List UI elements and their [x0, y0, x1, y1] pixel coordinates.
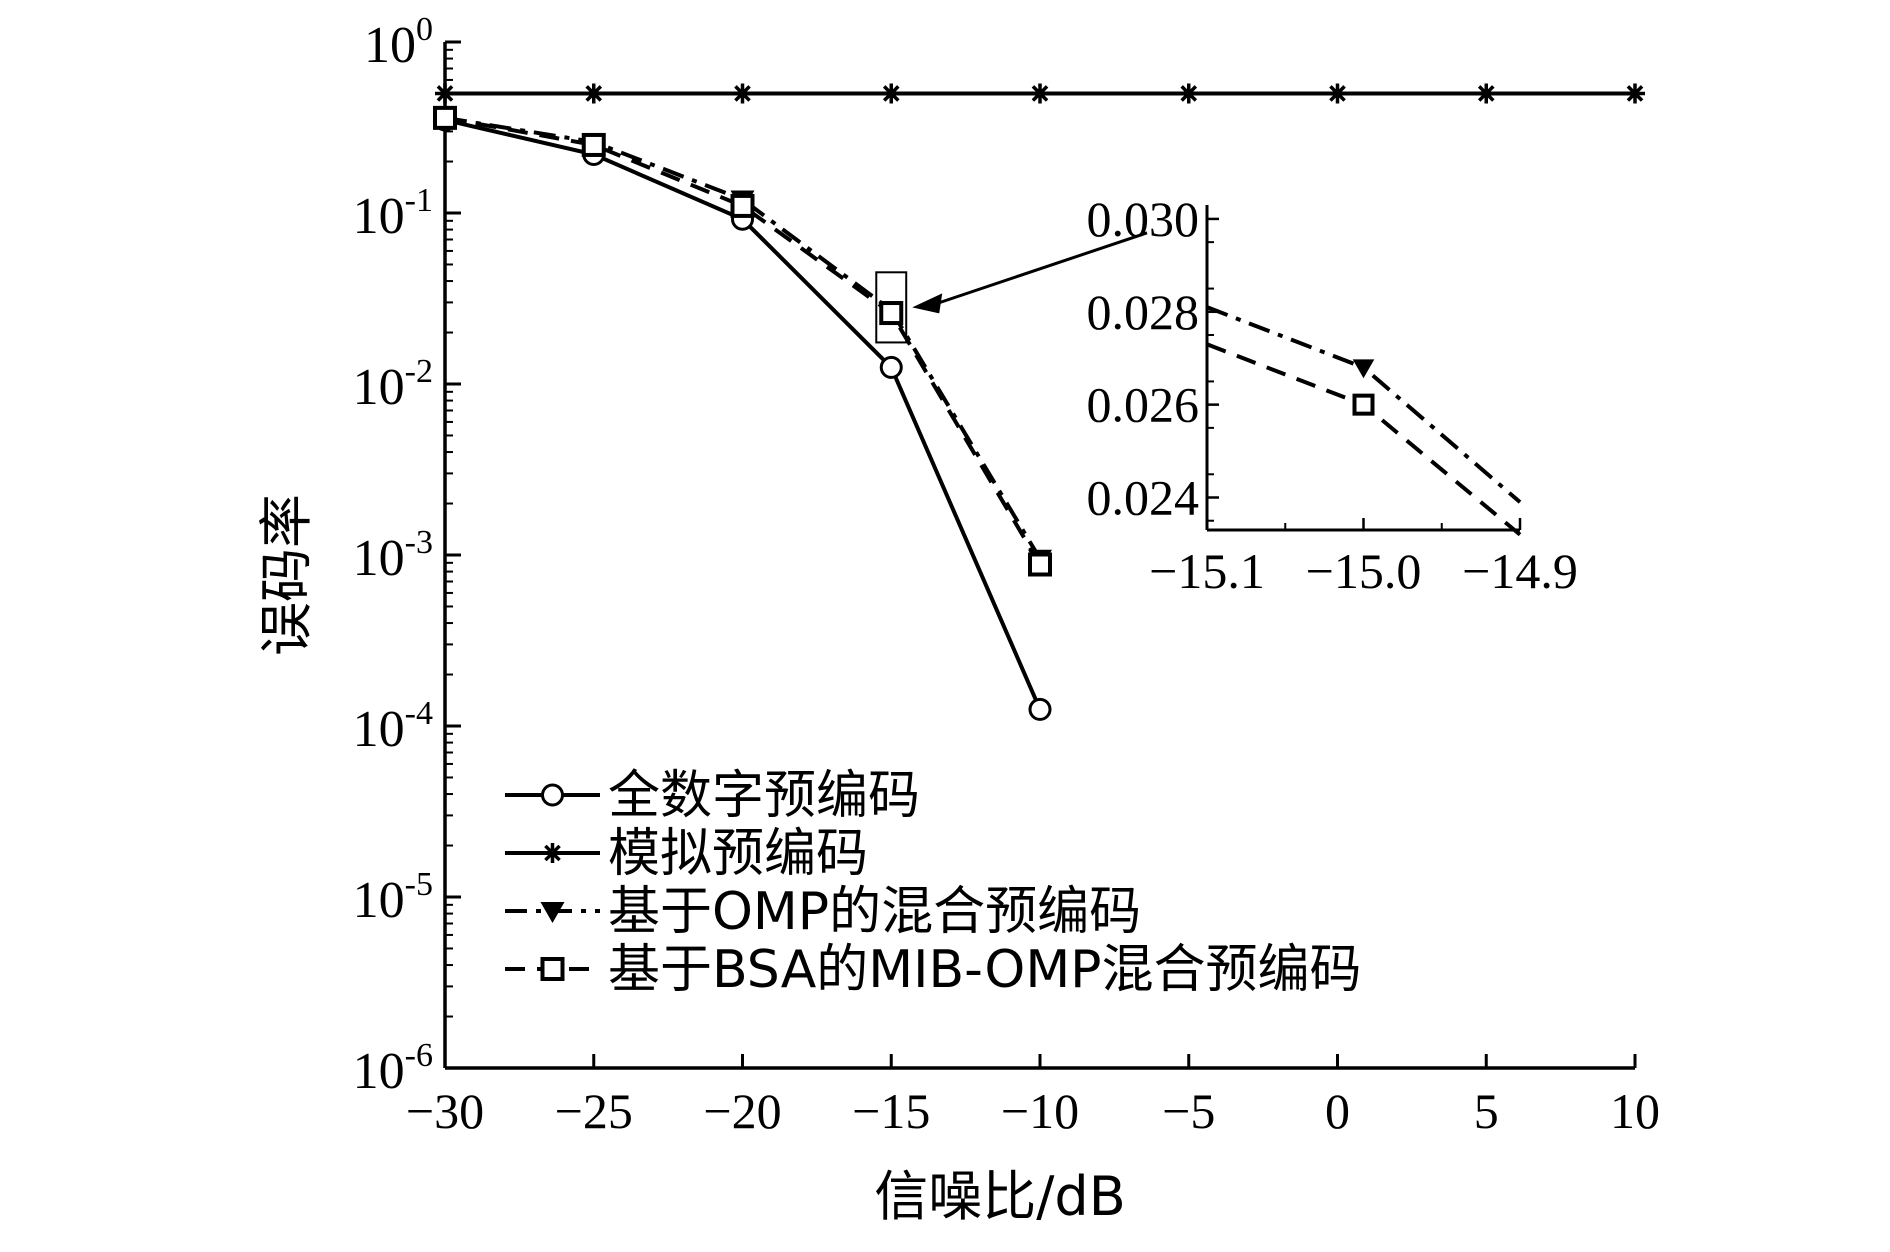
- y-tick-label: 10-5: [353, 866, 433, 929]
- legend-marker-1: [542, 843, 563, 863]
- x-tick-label: −20: [703, 1083, 781, 1139]
- inset-y-tick-label: 0.028: [1087, 284, 1200, 340]
- data-point-1: [1476, 83, 1497, 104]
- y-tick-label: 10-1: [353, 182, 433, 245]
- x-tick-label: −15: [852, 1083, 930, 1139]
- data-point-3: [879, 301, 904, 326]
- data-point-0: [1028, 697, 1052, 721]
- y-tick-label: 100: [364, 11, 433, 74]
- y-tick-label: 10-6: [353, 1037, 433, 1100]
- inset-y-tick-label: 0.030: [1087, 191, 1200, 247]
- inset-x-tick-label: −15.0: [1306, 543, 1422, 599]
- inset-data-point-0: [1352, 359, 1375, 379]
- legend-marker-2: [540, 902, 565, 923]
- legend-label-1: 模拟预编码: [608, 824, 868, 884]
- inset-x-tick-label: −14.9: [1462, 543, 1578, 599]
- y-tick-label: 10-2: [353, 353, 433, 416]
- legend-label-0: 全数字预编码: [608, 766, 920, 826]
- inset-y-tick-label: 0.026: [1087, 377, 1200, 433]
- zoom-arrow-head: [912, 293, 943, 314]
- y-axis-label: 误码率: [255, 494, 318, 656]
- series-line-2: [444, 115, 1042, 560]
- data-point-1: [1030, 83, 1050, 104]
- series-line-3: [444, 115, 1042, 566]
- data-point-1: [1327, 83, 1348, 104]
- inset-x-tick-label: −15.1: [1149, 543, 1265, 599]
- zoom-box: [875, 271, 908, 344]
- x-tick-label: 10: [1610, 1083, 1660, 1139]
- x-tick-label: −5: [1162, 1083, 1215, 1139]
- data-point-3: [730, 193, 755, 218]
- inset-data-point-1: [1352, 393, 1375, 416]
- data-point-0: [879, 355, 903, 379]
- y-tick-label: 10-3: [353, 524, 433, 587]
- data-point-3: [581, 132, 606, 157]
- legend-label-3: 基于BSA的MIB-OMP混合预编码: [608, 940, 1362, 1000]
- data-point-1: [881, 83, 902, 104]
- data-point-1: [732, 83, 753, 104]
- legend-marker-3: [540, 957, 565, 981]
- data-point-1: [583, 83, 604, 104]
- data-point-1: [1625, 83, 1645, 104]
- x-tick-label: 5: [1474, 1083, 1499, 1139]
- x-axis-label: 信噪比/dB: [874, 1165, 1126, 1228]
- y-tick-label: 10-4: [353, 695, 433, 758]
- zoom-arrow: [933, 231, 1148, 306]
- legend-marker-0: [541, 783, 564, 807]
- legend-label-2: 基于OMP的混合预编码: [608, 882, 1141, 942]
- x-tick-label: 0: [1325, 1083, 1350, 1139]
- data-point-3: [1028, 552, 1052, 577]
- x-tick-label: −10: [1001, 1083, 1079, 1139]
- main-plot-area: −30 −25 −20 −15 −10 −5 0 5 10 100 10-1 10-2 10-3 10-4…: [353, 11, 1660, 1139]
- inset-zoom-plot: 0.024 0.026 0.028 0.030 −15.1 −15.0 −14.9: [1087, 191, 1578, 599]
- data-point-3: [433, 105, 457, 130]
- data-point-1: [435, 83, 455, 104]
- x-tick-label: −30: [406, 1083, 484, 1139]
- data-point-1: [1178, 83, 1199, 104]
- x-tick-label: −25: [555, 1083, 633, 1139]
- inset-y-tick-label: 0.024: [1087, 470, 1200, 526]
